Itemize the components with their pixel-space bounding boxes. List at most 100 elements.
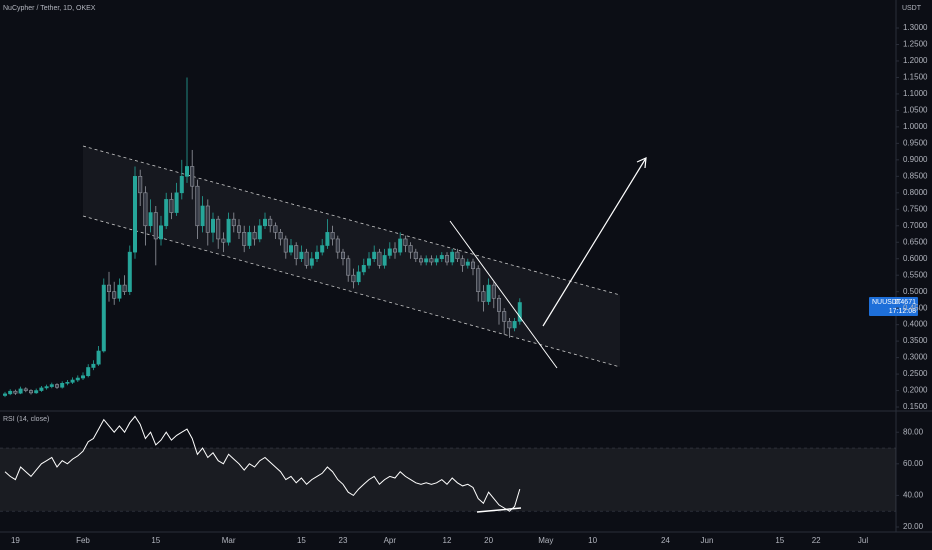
- candle-body: [153, 212, 158, 240]
- candle-body: [434, 258, 439, 263]
- arrow-line: [542, 157, 647, 327]
- candle-body: [351, 274, 356, 283]
- candle-body: [164, 199, 169, 227]
- candle-body: [361, 265, 366, 273]
- y-tick-label: 1.0500: [903, 106, 928, 115]
- y-tick-label: 0.6500: [903, 237, 928, 246]
- candle-body: [450, 251, 455, 263]
- candle-body: [60, 383, 65, 388]
- candle-body: [2, 393, 8, 396]
- x-tick-label: 15: [775, 536, 784, 545]
- candle-body: [242, 232, 247, 246]
- y-tick-label: 0.1500: [903, 402, 928, 411]
- symbol-title: NuCypher / Tether, 1D, OKEX: [3, 5, 96, 12]
- candle-body: [418, 258, 423, 263]
- candle-body: [465, 261, 470, 266]
- y-tick-label: 0.7500: [903, 204, 928, 213]
- candle-body: [252, 232, 257, 240]
- candle-body: [408, 245, 413, 253]
- candle-body: [75, 377, 80, 381]
- candle-body: [273, 225, 278, 233]
- y-tick-label: 0.5500: [903, 270, 928, 279]
- candle-body: [91, 363, 96, 368]
- candle-body: [49, 384, 54, 387]
- candle-body: [122, 284, 127, 292]
- candle-body: [185, 166, 190, 177]
- candle-body: [211, 218, 216, 233]
- candle-body: [413, 251, 418, 260]
- x-tick-label: Jul: [858, 536, 868, 545]
- price-badge: [869, 297, 918, 316]
- y-tick-label: 80.00: [903, 427, 924, 436]
- x-tick-label: 19: [11, 536, 20, 545]
- y-tick-label: 0.3000: [903, 353, 928, 362]
- candle-body: [112, 291, 117, 299]
- candle-body: [133, 176, 138, 253]
- y-tick-label: 0.9000: [903, 155, 928, 164]
- x-tick-label: Apr: [384, 536, 397, 545]
- x-tick-label: 15: [151, 536, 160, 545]
- trend-line: [449, 220, 558, 369]
- candle-body: [174, 192, 179, 213]
- candle-body: [44, 386, 49, 389]
- candle-body: [18, 388, 23, 394]
- candle-body: [502, 311, 507, 322]
- candle-body: [481, 291, 486, 302]
- y-tick-label: 1.2000: [903, 56, 928, 65]
- candle-body: [356, 271, 361, 283]
- y-tick-label: 0.7000: [903, 221, 928, 230]
- candle-body: [138, 176, 143, 194]
- x-tick-label: Feb: [76, 536, 90, 545]
- candle-body: [179, 176, 184, 194]
- y-tick-label: 0.2500: [903, 369, 928, 378]
- y-tick-label: 1.0000: [903, 122, 928, 131]
- y-tick-label: 0.3500: [903, 336, 928, 345]
- x-tick-label: 15: [297, 536, 306, 545]
- candle-body: [470, 261, 475, 269]
- x-tick-label: 24: [661, 536, 670, 545]
- rsi-line: [4, 415, 521, 512]
- candle-body: [491, 284, 496, 299]
- candle-body: [309, 258, 314, 266]
- candle-body: [257, 225, 262, 240]
- candle-body: [424, 258, 429, 263]
- candle-body: [377, 251, 382, 266]
- y-tick-label: 0.8000: [903, 188, 928, 197]
- candle-body: [226, 218, 231, 243]
- candle-body: [34, 390, 39, 394]
- y-tick-label: 0.2000: [903, 386, 928, 395]
- candle-body: [346, 258, 351, 276]
- rsi-title: RSI (14, close): [3, 416, 49, 423]
- channel-upper: [82, 145, 621, 296]
- candle-body: [13, 390, 18, 394]
- candle-body: [330, 232, 335, 240]
- candle-body: [512, 321, 517, 329]
- candle-body: [70, 379, 75, 383]
- candle-body: [190, 166, 195, 187]
- y-tick-label: 0.4000: [903, 320, 928, 329]
- badge-ticker: NUUSDT: [872, 299, 902, 306]
- x-tick-label: 20: [484, 536, 493, 545]
- candle-body: [517, 302, 522, 322]
- candle-body: [288, 245, 293, 253]
- candle-body: [148, 212, 153, 227]
- candle-body: [398, 238, 403, 253]
- candle-body: [486, 284, 491, 302]
- candle-body: [159, 225, 164, 240]
- x-tick-label: 10: [588, 536, 597, 545]
- candle-body: [372, 251, 377, 260]
- candle-body: [231, 218, 236, 227]
- y-tick-label: 0.8500: [903, 171, 928, 180]
- candle-body: [200, 205, 205, 227]
- candle-body: [205, 205, 210, 233]
- candle-body: [8, 390, 13, 395]
- y-tick-label: 0.5000: [903, 287, 928, 296]
- y-tick-label: 0.4500: [903, 303, 928, 312]
- x-tick-label: May: [538, 536, 553, 545]
- candle-body: [268, 218, 273, 227]
- candle-body: [392, 248, 397, 253]
- rsi-band: [0, 448, 896, 512]
- candle-body: [476, 268, 481, 292]
- y-tick-label: 1.2500: [903, 40, 928, 49]
- candle-body: [294, 245, 299, 260]
